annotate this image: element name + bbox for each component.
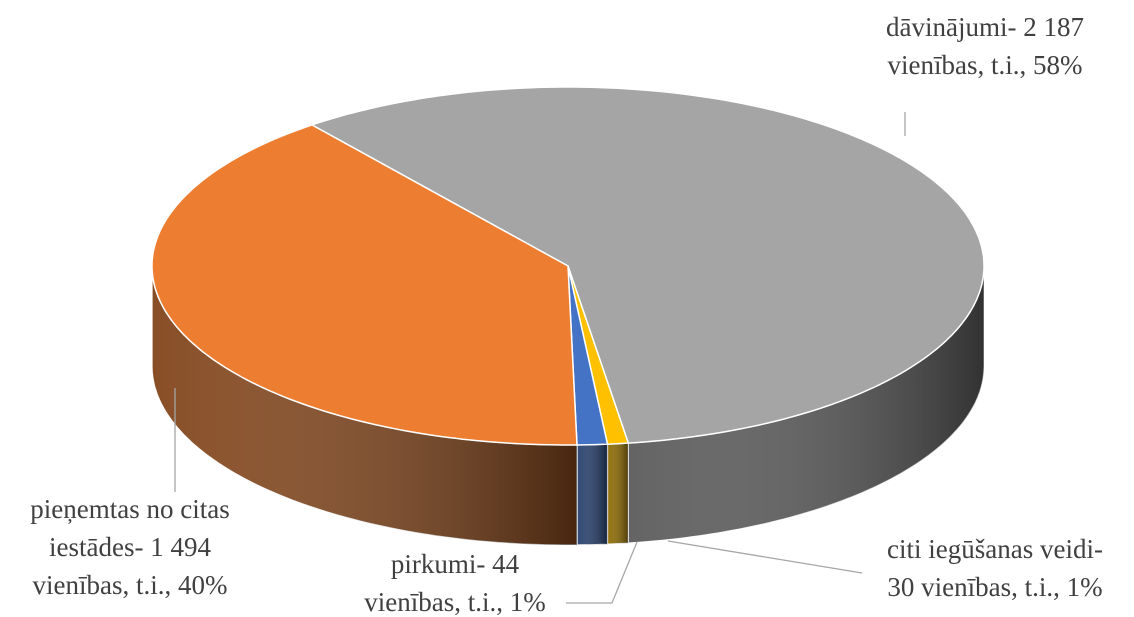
- data-label: citi iegūšanas veidi-: [887, 534, 1103, 564]
- slice-side-shade: [577, 444, 608, 545]
- slice: [151, 124, 578, 446]
- leader-line: [667, 540, 863, 574]
- slice: [310, 86, 985, 444]
- data-label: dāvinājumi- 2 187: [886, 12, 1084, 42]
- leader-lines: [174, 112, 906, 604]
- data-label: pieņemtas no citas: [30, 494, 229, 524]
- data-label: vienības, t.i., 58%: [888, 50, 1083, 80]
- data-label: pirkumi- 44: [391, 549, 520, 579]
- slice-side-shade: [152, 266, 577, 545]
- data-label: 30 vienības, t.i., 1%: [887, 572, 1102, 602]
- leader-line: [566, 541, 638, 604]
- data-label: iestādes- 1 494: [49, 532, 211, 562]
- data-label: vienības, t.i., 1%: [364, 587, 545, 617]
- slice-sides: [151, 265, 985, 546]
- slice: [567, 265, 609, 446]
- labels: dāvinājumi- 2 187 vienības, t.i., 58% pieņ…: [30, 12, 1103, 617]
- slice-side-shade: [628, 266, 984, 544]
- slice-tops: [151, 86, 985, 446]
- slice-side-shade: [607, 443, 629, 545]
- data-label: vienības, t.i., 40%: [33, 570, 228, 600]
